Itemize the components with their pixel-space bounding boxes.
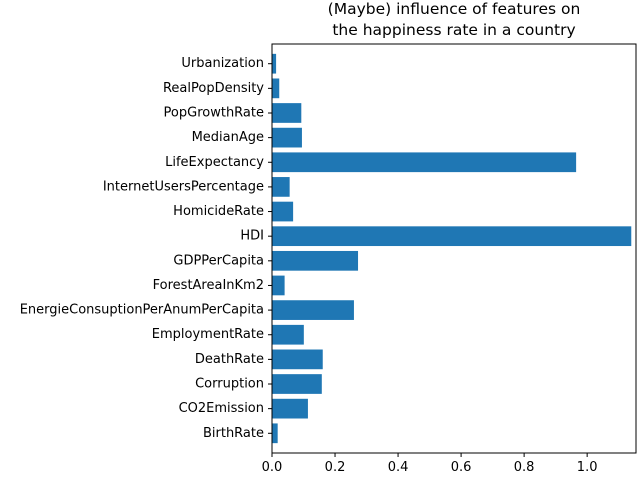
bar-homiciderate: [272, 201, 294, 222]
bar-forestareainkm2: [272, 275, 285, 296]
x-tick-label: 0.6: [451, 460, 472, 475]
bar-lifeexpectancy: [272, 152, 577, 173]
y-tick-label-realpopdensity: RealPopDensity: [163, 81, 264, 96]
chart-title: (Maybe) influence of features on the hap…: [328, 0, 581, 39]
y-tick-label-gdppercapita: GDPPerCapita: [173, 253, 264, 268]
bar-corruption: [272, 374, 322, 394]
chart-title-line-1: (Maybe) influence of features on: [328, 0, 581, 18]
y-tick-label-energieconsuptionperanumpercapita: EnergieConsuptionPerAnumPerCapita: [20, 303, 264, 318]
y-tick-label-forestareainkm2: ForestAreaInKm2: [153, 278, 264, 293]
y-axis-ticks: BirthRate CO2Emission Corruption DeathRate E…: [20, 56, 272, 441]
bar-internetuserspercentage: [272, 177, 290, 197]
x-tick-label: 0.8: [514, 460, 535, 475]
y-tick-label-urbanization: Urbanization: [181, 56, 264, 71]
plot-frame: [271, 43, 637, 454]
y-tick-label-deathrate: DeathRate: [195, 352, 264, 367]
x-tick-label: 0.2: [325, 460, 346, 475]
x-tick-label: 1.0: [577, 460, 598, 475]
y-tick-label-medianage: MedianAge: [192, 130, 264, 145]
bar-hdi: [272, 226, 632, 247]
bar-gdppercapita: [272, 250, 359, 271]
y-tick-label-employmentrate: EmploymentRate: [152, 327, 264, 342]
x-tick-label: 0.0: [262, 460, 283, 475]
bar-urbanization: [272, 53, 277, 74]
y-tick-label-hdi: HDI: [240, 229, 264, 244]
chart-title-line-2: the happiness rate in a country: [332, 21, 575, 39]
y-tick-label-popgrowthrate: PopGrowthRate: [164, 105, 264, 120]
bar-birthrate: [272, 423, 278, 444]
bar-realpopdensity: [272, 78, 280, 99]
bar-co2emission: [272, 398, 308, 419]
bar-medianage: [272, 127, 302, 148]
bar-deathrate: [272, 349, 323, 370]
y-tick-label-homiciderate: HomicideRate: [173, 204, 264, 219]
y-tick-label-co2emission: CO2Emission: [179, 401, 264, 416]
bar-employmentrate: [272, 324, 304, 345]
y-tick-label-corruption: Corruption: [195, 377, 264, 392]
bars: [272, 53, 632, 444]
bar-popgrowthrate: [272, 103, 302, 123]
y-tick-label-lifeexpectancy: LifeExpectancy: [165, 155, 264, 170]
x-tick-label: 0.4: [388, 460, 409, 475]
y-tick-label-internetuserspercentage: InternetUsersPercentage: [103, 179, 264, 194]
x-axis-ticks: 0.0 0.2 0.4 0.6 0.8 1.0: [262, 453, 598, 475]
bar-energieconsuptionperanumpercapita: [272, 300, 354, 320]
y-tick-label-birthrate: BirthRate: [203, 426, 264, 441]
